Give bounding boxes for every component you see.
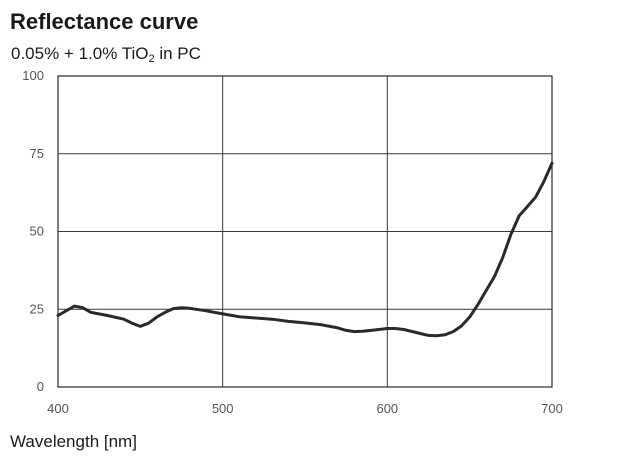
subtitle-subscript: 2 <box>148 53 155 65</box>
chart-title: Reflectance curve <box>10 9 199 34</box>
chart-subtitle: 0.05% + 1.0% TiO2 in PC <box>11 44 201 65</box>
subtitle-suffix: in PC <box>154 44 201 63</box>
subtitle-prefix: 0.05% + 1.0% TiO <box>11 44 149 63</box>
y-tick-label: 25 <box>30 301 44 316</box>
x-axis-label: Wavelength [nm] <box>10 432 137 451</box>
y-tick-label: 75 <box>30 146 44 161</box>
y-tick-label: 0 <box>37 379 44 394</box>
x-tick-label: 700 <box>541 401 563 416</box>
x-tick-label: 400 <box>47 401 69 416</box>
reflectance-line <box>56 161 554 338</box>
y-tick-label: 50 <box>30 224 44 239</box>
y-tick-label: 100 <box>22 68 44 83</box>
x-tick-label: 600 <box>376 401 398 416</box>
x-tick-label: 500 <box>212 401 234 416</box>
plot-frame <box>57 75 553 388</box>
